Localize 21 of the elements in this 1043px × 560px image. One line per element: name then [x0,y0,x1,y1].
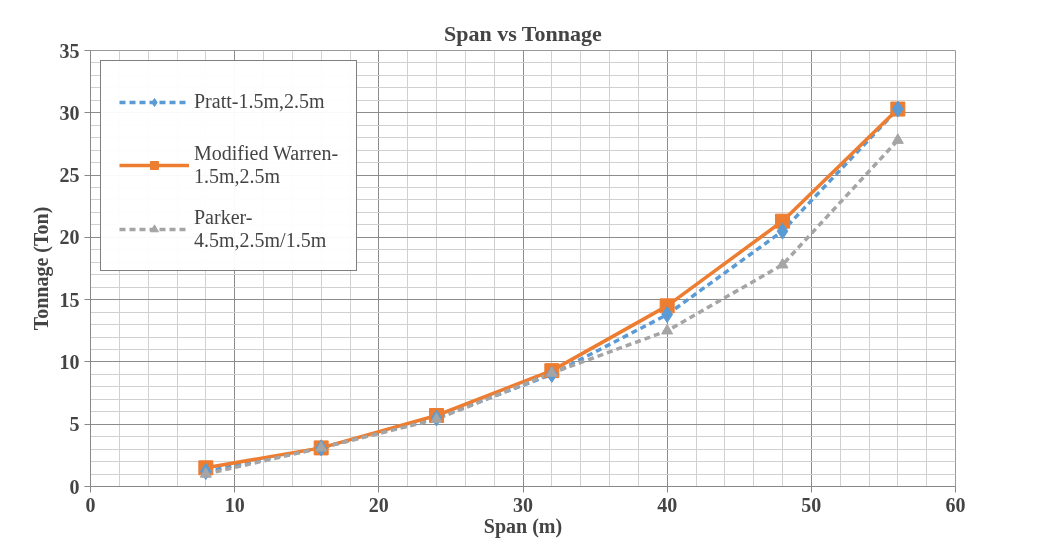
y-tick-label: 20 [59,226,80,249]
legend-label: Parker-4.5m,2.5m/1.5m [194,206,327,252]
y-tick-label: 30 [59,101,80,124]
y-tick-label: 35 [59,39,80,62]
y-tick-label: 25 [59,164,80,187]
x-axis-title: Span (m) [483,514,563,538]
x-tick-label: 20 [368,493,389,516]
x-tick-label: 40 [657,493,678,516]
x-tick-label: 0 [85,493,96,516]
legend-label: Modified Warren-1.5m,2.5m [194,142,339,188]
legend-label: Pratt-1.5m,2.5m [194,89,325,114]
y-tick-label: 5 [69,413,80,436]
x-tick-label: 10 [224,493,245,516]
y-tick-label: 0 [69,475,80,498]
y-axis-title: Tonnage (Ton) [29,206,53,331]
x-tick-label: 60 [945,493,966,516]
x-tick-label: 30 [513,493,533,516]
y-tick-label: 15 [59,288,80,311]
x-tick-label: 50 [801,493,822,516]
y-tick-label: 10 [59,350,80,373]
chart-title: Span vs Tonnage [443,20,602,46]
